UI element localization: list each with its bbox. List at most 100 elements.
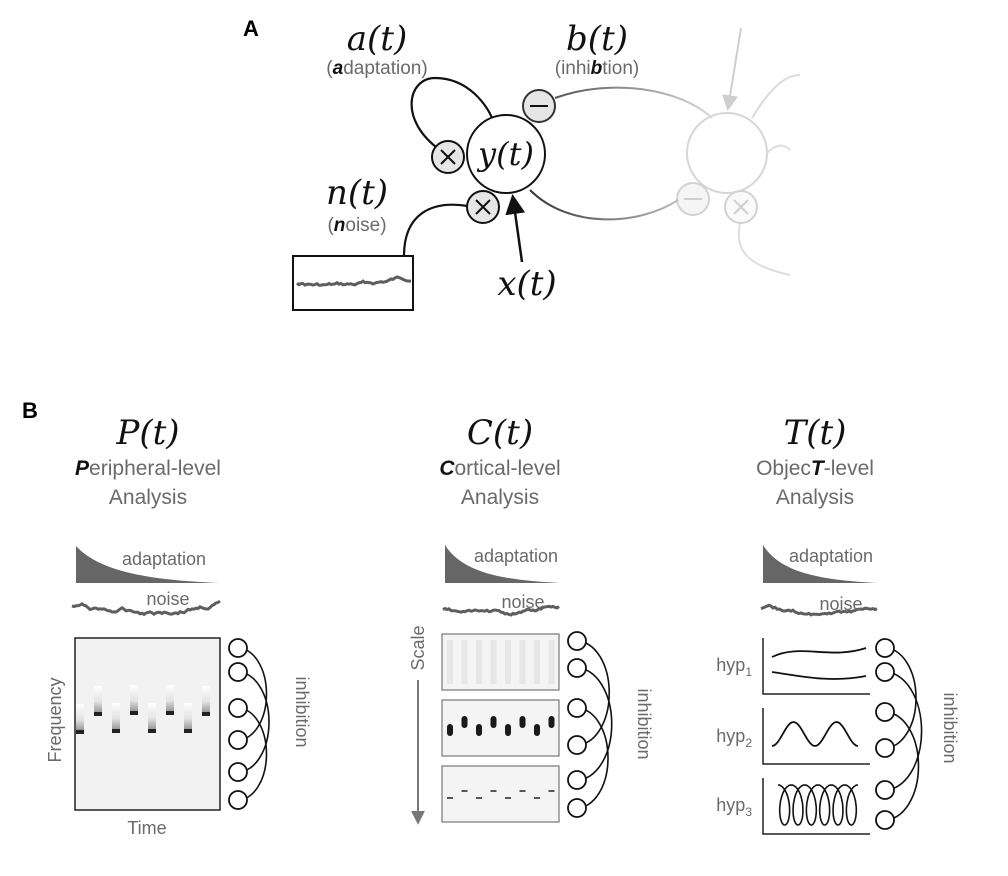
inhibition-arc-top	[554, 86, 713, 119]
peripheral-adaptation-curve	[76, 546, 220, 583]
frequency-axis-label: Frequency	[45, 677, 65, 762]
cortical-adaptation-label: adaptation	[474, 546, 558, 566]
inhibition-symbol: b(t)	[566, 19, 628, 59]
panel-b-letter: B	[22, 398, 38, 423]
hyp3-axes	[762, 778, 870, 835]
hyp2-label: hyp2	[716, 726, 752, 750]
object-inhibition-node-1	[875, 638, 895, 658]
cortical-column: C(t) Cortical-level Analysis adaptation …	[408, 413, 654, 825]
spectrogram-peak-4	[130, 711, 138, 715]
hyp1-curve-a	[771, 647, 867, 658]
hyp1-axes	[762, 638, 870, 695]
hyp3-curve	[777, 784, 859, 826]
spectrogram-peak-1	[76, 730, 84, 734]
cortical-mid-blob-8	[548, 716, 555, 728]
cortical-inhibition-node-4	[567, 735, 587, 755]
spectrogram-peak-7	[184, 729, 192, 733]
cortical-coarse-band-2	[461, 640, 468, 684]
cortical-mid-blob-5	[505, 724, 511, 736]
adaptation-symbol: a(t)	[347, 19, 407, 59]
spectrogram-harmonic-3	[112, 703, 120, 729]
noise-symbol: n(t)	[326, 173, 388, 213]
peripheral-noise-label: noise	[146, 589, 189, 609]
cortical-inhibition-node-5	[567, 770, 587, 790]
peripheral-title-line2: Analysis	[109, 486, 187, 509]
adaptation-times-icon	[440, 149, 456, 165]
cortical-coarse-band-3	[476, 640, 482, 684]
scale-axis-label: Scale	[408, 625, 428, 670]
peripheral-inhibition-arc-2	[237, 671, 270, 773]
cortical-coarse-band-5	[505, 640, 511, 684]
cortical-mid-blob-2	[461, 716, 468, 728]
peripheral-noise-trace	[71, 599, 221, 617]
neighbor-times-icon	[733, 199, 749, 215]
time-axis-label: Time	[127, 818, 166, 838]
cortical-scale-marks	[447, 640, 555, 799]
object-inhibition-arc-2	[884, 671, 923, 791]
spectrogram-peak-5	[148, 729, 156, 733]
cortical-coarse-band-7	[534, 640, 540, 684]
cortical-inhibition-node-3	[567, 698, 587, 718]
cortical-scale-box-1	[441, 633, 560, 691]
spectrogram-harmonic-8	[202, 686, 210, 712]
cortical-noise-trace	[442, 604, 560, 617]
cortical-coarse-band-6	[519, 640, 526, 684]
cortical-inhibition-arc-3	[576, 707, 609, 809]
object-noise-label: noise	[819, 594, 862, 614]
spectrogram-harmonic-7	[184, 703, 192, 729]
noise-times-icon	[475, 199, 491, 215]
peripheral-inhibition-node-5	[228, 762, 248, 782]
noise-trace-a	[296, 275, 412, 287]
object-title: ObjecT-level	[756, 457, 874, 480]
object-title-line2: Analysis	[776, 486, 854, 509]
cortical-adaptation-curve	[445, 545, 560, 583]
cortical-inhibition-label: inhibition	[634, 688, 654, 759]
peripheral-inhibition-node-6	[228, 790, 248, 810]
spectrogram-harmonic-1	[76, 704, 84, 730]
peripheral-adaptation-label: adaptation	[122, 549, 206, 569]
object-inhibition-node-6	[875, 810, 895, 830]
cortical-inhibition-node-6	[567, 798, 587, 818]
cortical-coarse-band-8	[548, 640, 555, 684]
cortical-title-line2: Analysis	[461, 486, 539, 509]
object-inhibition-node-4	[875, 738, 895, 758]
cortical-noise-label: noise	[501, 592, 544, 612]
object-adaptation-label: adaptation	[789, 546, 873, 566]
peripheral-inhibition-nodes	[228, 638, 270, 810]
inhibition-caption: (inhibtion)	[555, 58, 639, 79]
cortical-coarse-band-4	[490, 640, 497, 684]
cortical-scale-box-3	[441, 765, 560, 823]
peripheral-symbol: P(t)	[115, 413, 179, 453]
peripheral-title: Peripheral-level	[75, 457, 221, 480]
object-inhibition-arc-3	[884, 711, 920, 821]
neighbor-unit	[676, 27, 801, 276]
peripheral-inhibition-label: inhibition	[292, 676, 312, 747]
object-inhibition-label: inhibition	[940, 692, 960, 763]
cortical-inhibition-arc-2	[576, 667, 613, 781]
spectrogram-harmonic-6	[166, 685, 174, 711]
hyp2-curve	[771, 721, 859, 747]
peripheral-inhibition-arc-3	[237, 707, 268, 801]
cortical-scale-box-2	[441, 699, 560, 757]
spectrogram-peak-3	[112, 729, 120, 733]
unit-y-label: y(t)	[476, 135, 534, 173]
cortical-coarse-band-1	[447, 640, 453, 684]
cortical-inhibition-arc-1	[576, 640, 611, 746]
spectrogram-peak-8	[202, 712, 210, 716]
object-noise-trace	[760, 603, 878, 617]
input-arrow	[505, 194, 526, 263]
peripheral-inhibition-node-4	[228, 730, 248, 750]
hyp3-label: hyp3	[716, 795, 752, 819]
hyp2-axes	[762, 708, 870, 765]
adaptation-caption: (adaptation)	[326, 58, 427, 79]
cortical-mid-blob-3	[476, 724, 482, 736]
peripheral-column: P(t) Peripheral-level Analysis adaptatio…	[45, 413, 312, 838]
cortical-inhibition-node-2	[567, 658, 587, 678]
object-inhibition-nodes	[875, 638, 923, 830]
object-symbol: T(t)	[784, 413, 847, 453]
spectrogram-peak-6	[166, 711, 174, 715]
cortical-title: Cortical-level	[439, 457, 560, 480]
object-inhibition-node-3	[875, 702, 895, 722]
input-x-label: x(t)	[497, 264, 556, 304]
peripheral-inhibition-arc-1	[237, 647, 268, 741]
